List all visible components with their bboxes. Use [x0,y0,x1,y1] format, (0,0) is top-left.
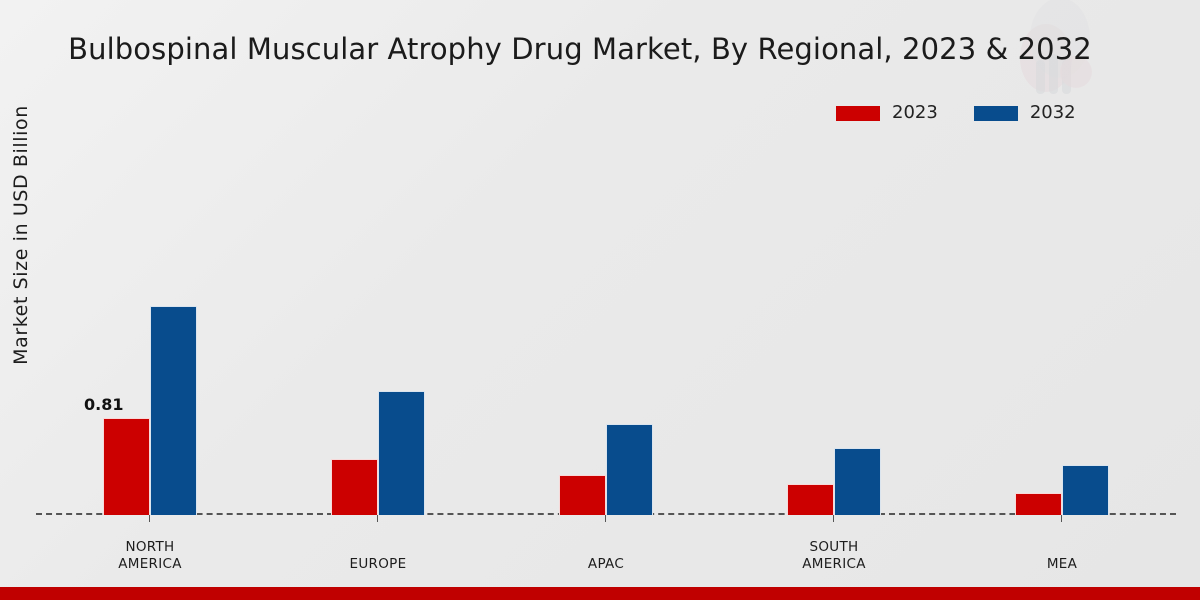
x-axis-label-line: AMERICA [802,556,866,572]
bar-group-europe: EUROPE [264,140,492,572]
bar-group-apac: APAC [492,140,720,572]
bar-pair [492,140,720,515]
x-axis-label-south-america: SOUTH AMERICA [720,539,948,573]
plot-area: 0.81 NORTH AMERICA EUROPE [36,140,1176,572]
bar-2032-north-america[interactable] [150,306,197,515]
bar-pair [36,140,264,515]
chart-legend: 2023 2032 [836,104,1076,122]
bar-2023-mea[interactable] [1015,493,1062,515]
bar-2023-north-america[interactable] [103,418,150,515]
x-axis-label-line: AMERICA [118,556,182,572]
bar-pair [720,140,948,515]
y-axis-title: Market Size in USD Billion [10,105,32,365]
legend-item-2023[interactable]: 2023 [836,104,938,122]
x-axis-label-line: APAC [587,556,625,572]
x-axis-label-europe: EUROPE [264,556,492,573]
legend-color-swatch-icon [836,105,880,121]
x-axis-tick [1061,515,1062,522]
bar-2032-south-america[interactable] [834,448,881,515]
x-axis-label-line: SOUTH [809,539,859,555]
x-axis-label-line: MEA [1046,556,1078,572]
x-axis-label-line: EUROPE [349,556,407,572]
bar-2032-mea[interactable] [1062,465,1109,515]
bar-group-north-america: 0.81 NORTH AMERICA [36,140,264,572]
x-axis-label-mea: MEA [948,556,1176,573]
bar-pair [948,140,1176,515]
bar-group-mea: MEA [948,140,1176,572]
footer-accent-bar [0,587,1200,600]
bar-2032-apac[interactable] [606,424,653,515]
bar-pair [264,140,492,515]
value-label-2023-north-america: 0.81 [84,395,124,414]
bar-2032-europe[interactable] [378,391,425,515]
x-axis-label-line: NORTH [125,539,175,555]
x-axis-label-north-america: NORTH AMERICA [36,539,264,573]
bar-2023-apac[interactable] [559,475,606,515]
x-axis-label-apac: APAC [492,556,720,573]
bar-2023-europe[interactable] [331,459,378,515]
legend-item-label: 2023 [892,102,938,123]
x-axis-tick [605,515,606,522]
bar-2023-south-america[interactable] [787,484,834,515]
legend-color-swatch-icon [973,105,1018,121]
chart-title: Bulbospinal Muscular Atrophy Drug Market… [68,32,1092,66]
bar-group-south-america: SOUTH AMERICA [720,140,948,572]
x-axis-tick [377,515,378,522]
legend-item-label: 2032 [1029,102,1076,123]
legend-item-2032[interactable]: 2032 [973,102,1076,123]
x-axis-tick [149,515,150,522]
x-axis-tick [833,515,834,522]
